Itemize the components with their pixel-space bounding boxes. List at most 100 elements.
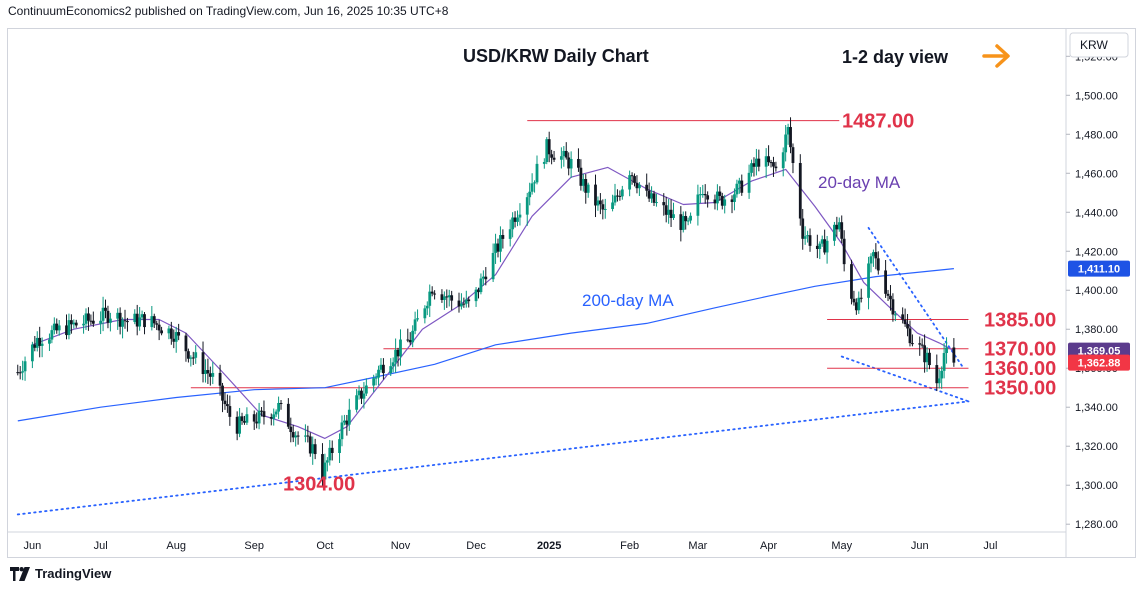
candle-body <box>552 157 556 160</box>
candle-body <box>87 313 90 321</box>
candle-body <box>445 296 449 298</box>
candle-body <box>535 163 539 183</box>
candle-body <box>269 417 273 419</box>
candle-body <box>664 205 668 215</box>
candle-body <box>530 183 534 192</box>
x-tick-label: Aug <box>166 540 186 552</box>
y-tick-label: 1,440.00 <box>1075 207 1118 219</box>
candle-body <box>274 411 278 415</box>
candle-body <box>413 319 417 331</box>
candle-body <box>33 344 37 348</box>
candle-body <box>499 235 502 252</box>
candle-body <box>433 293 437 295</box>
candles-layer <box>16 117 956 488</box>
candle-body <box>601 204 605 210</box>
x-tick-label: Sep <box>244 540 264 552</box>
candle-body <box>391 362 395 367</box>
symbol-box <box>1069 32 1129 58</box>
x-tick-label: Jun <box>24 540 42 552</box>
candle-body <box>630 175 634 177</box>
candle-body <box>923 345 927 363</box>
candle-body <box>937 378 941 384</box>
candle-body <box>306 435 310 437</box>
candle-body <box>901 314 905 320</box>
x-tick-label: Jun <box>911 540 929 552</box>
candle-body <box>837 222 841 230</box>
candle-body <box>406 339 410 341</box>
x-tick-label: Jul <box>94 540 108 552</box>
candle-body <box>118 312 122 327</box>
candle-body <box>304 435 307 437</box>
price-badge: 1,369.05 <box>1068 342 1130 359</box>
candle-body <box>442 296 446 300</box>
candle-body <box>723 199 727 206</box>
candle-body <box>669 209 673 218</box>
candle-body <box>138 317 142 327</box>
candle-body <box>801 218 805 239</box>
candle-body <box>104 307 107 311</box>
candle-body <box>204 370 207 375</box>
candle-body <box>360 390 363 399</box>
ma20-label: 20-day MA <box>818 173 901 192</box>
candle-body <box>628 175 632 190</box>
candle-body <box>208 373 212 377</box>
candle-body <box>477 289 480 293</box>
candle-body <box>920 344 924 346</box>
candle-body <box>494 243 497 253</box>
candle-body <box>430 291 434 294</box>
candle-body <box>167 328 171 334</box>
candle-body <box>528 191 532 198</box>
y-tick-label: 1,320.00 <box>1075 441 1118 453</box>
candle-body <box>126 321 129 323</box>
candle-body <box>752 163 756 167</box>
candle-body <box>235 416 239 434</box>
candle-body <box>313 444 317 455</box>
candle-body <box>252 414 256 422</box>
candle-body <box>718 191 722 196</box>
y-tick-label: 1,420.00 <box>1075 246 1118 258</box>
candle-body <box>835 224 839 230</box>
candle-body <box>823 239 827 253</box>
chart-frame[interactable] <box>7 28 1136 558</box>
candle-body <box>737 180 741 184</box>
candle-body <box>467 299 471 302</box>
candle-body <box>769 162 773 164</box>
price-badge: 1,411.10 <box>1068 260 1130 277</box>
candle-body <box>808 235 812 246</box>
x-tick-label: Nov <box>391 540 411 552</box>
candle-body <box>174 332 178 342</box>
candle-body <box>389 366 393 374</box>
candle-body <box>720 195 724 206</box>
candle-body <box>289 426 293 433</box>
candle-body <box>150 316 154 328</box>
candle-body <box>735 183 739 195</box>
candle-body <box>238 416 241 434</box>
candle-body <box>798 163 802 219</box>
candle-body <box>338 439 341 454</box>
tradingview-brand[interactable]: TradingView <box>10 566 111 581</box>
candle-body <box>713 199 717 204</box>
candle-body <box>542 161 546 164</box>
candle-body <box>952 347 956 363</box>
candle-body <box>945 347 948 354</box>
candle-body <box>584 179 588 193</box>
candle-body <box>686 220 690 222</box>
candle-body <box>545 139 549 162</box>
candle-body <box>457 300 461 307</box>
candle-body <box>647 190 651 199</box>
candle-body <box>91 320 95 324</box>
candle-body <box>474 289 478 302</box>
candle-body <box>447 295 451 298</box>
candle-body <box>496 243 500 252</box>
candle-body <box>99 320 103 324</box>
candle-body <box>38 337 42 346</box>
candle-body <box>874 252 878 259</box>
trendline-2 <box>867 226 965 370</box>
candle-body <box>662 202 666 206</box>
candle-body <box>106 310 110 323</box>
candle-body <box>840 222 844 239</box>
candle-body <box>323 462 327 480</box>
candle-body <box>155 323 159 325</box>
ma20-line <box>32 166 955 439</box>
